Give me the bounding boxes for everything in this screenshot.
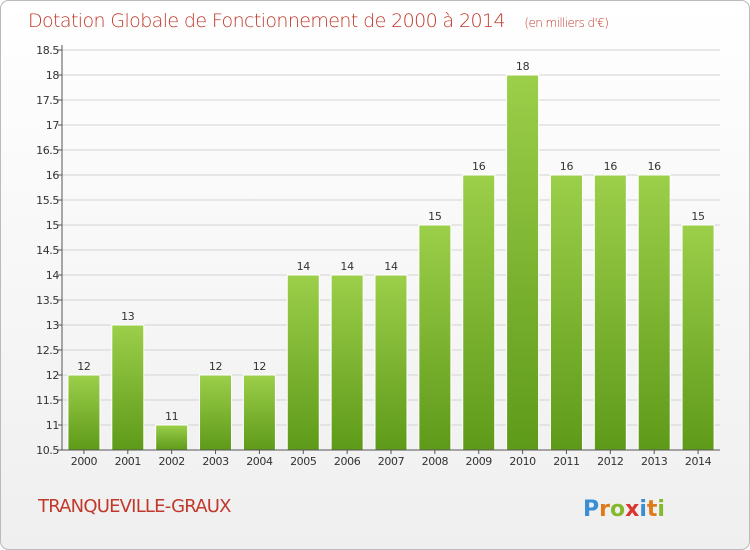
y-tick-label: 16.5 — [36, 144, 59, 157]
bar-2005 — [286, 274, 320, 451]
bar-2007 — [374, 274, 408, 451]
x-tick-label-2006: 2006 — [334, 455, 361, 468]
x-tick-label-2009: 2009 — [466, 455, 493, 468]
x-tick-label-2010: 2010 — [509, 455, 536, 468]
brand-letter: i — [657, 497, 665, 522]
bar-2000 — [67, 374, 101, 451]
y-tick-label: 17.5 — [36, 94, 59, 107]
y-tick-label: 11 — [46, 419, 59, 432]
x-tick-label-2013: 2013 — [641, 455, 668, 468]
data-label-2008: 15 — [428, 210, 442, 223]
chart-subtitle: (en milliers d'€) — [524, 16, 608, 30]
data-label-2003: 12 — [209, 360, 222, 373]
x-tick-label-2000: 2000 — [71, 455, 98, 468]
x-tick-label-2003: 2003 — [202, 455, 229, 468]
y-tick-label: 16 — [46, 169, 60, 182]
data-label-2002: 11 — [165, 410, 178, 423]
bar-2011 — [549, 174, 583, 451]
x-axis-ticks: 2000 2001 2002 2003 2004 2005 2006 2007 2008 2009… — [71, 450, 712, 468]
data-label-2004: 12 — [253, 360, 266, 373]
x-tick-label-2008: 2008 — [422, 455, 449, 468]
x-tick-label-2007: 2007 — [378, 455, 405, 468]
y-tick-label: 12 — [46, 369, 59, 382]
brand-letter: i — [639, 497, 647, 522]
y-tick-label: 17 — [46, 119, 60, 132]
x-tick-label-2001: 2001 — [115, 455, 141, 468]
data-label-2011: 16 — [560, 160, 574, 173]
chart-title-main: Dotation Globale de Fonctionnement de 20… — [28, 10, 505, 32]
y-tick-label: 15 — [46, 219, 60, 232]
x-tick-label-2005: 2005 — [290, 455, 317, 468]
axes — [61, 45, 720, 451]
data-label-2000: 12 — [77, 360, 90, 373]
x-tick-label-2002: 2002 — [158, 455, 184, 468]
data-label-2007: 14 — [384, 260, 398, 273]
y-tick-label: 12.5 — [36, 344, 59, 357]
y-tick-label: 13 — [46, 319, 60, 332]
bar-2009 — [462, 174, 496, 451]
brand-letter: r — [599, 497, 610, 522]
bar-2004 — [242, 374, 276, 451]
bar-2002 — [155, 424, 189, 451]
y-tick-label: 14 — [46, 269, 60, 282]
brand-logo: Proxiti — [583, 497, 665, 522]
x-tick-label-2014: 2014 — [685, 455, 712, 468]
y-tick-label: 15.5 — [36, 194, 59, 207]
brand-letter: P — [583, 497, 599, 522]
data-label-2014: 15 — [691, 210, 705, 223]
data-label-2012: 16 — [604, 160, 618, 173]
data-label-2001: 13 — [121, 310, 135, 323]
data-label-2013: 16 — [647, 160, 661, 173]
bar-2012 — [593, 174, 627, 451]
bar-2001 — [111, 324, 145, 451]
data-label-2005: 14 — [297, 260, 311, 273]
y-axis-ticks: 10.5 11 11.5 12 12.5 13 13.5 14 14.5 15 15.5 16 16.5… — [36, 44, 62, 457]
data-label-2010: 18 — [516, 60, 530, 73]
place-name: TRANQUEVILLE-GRAUX — [37, 496, 231, 517]
bar-2003 — [199, 374, 233, 451]
y-tick-label: 11.5 — [36, 394, 59, 407]
brand-letter: t — [647, 497, 658, 522]
y-tick-label: 18 — [46, 69, 60, 82]
brand-letter: x — [625, 497, 639, 522]
x-tick-label-2004: 2004 — [246, 455, 273, 468]
chart-title: Dotation Globale de Fonctionnement de 20… — [28, 10, 608, 32]
y-tick-label: 14.5 — [36, 244, 59, 257]
bar-2006 — [330, 274, 364, 451]
data-label-2009: 16 — [472, 160, 486, 173]
x-tick-label-2012: 2012 — [597, 455, 623, 468]
bar-2013 — [637, 174, 671, 451]
y-tick-label: 13.5 — [36, 294, 59, 307]
bar-2010 — [506, 74, 540, 451]
bar-2014 — [681, 224, 715, 451]
bars — [67, 74, 715, 451]
x-tick-label-2011: 2011 — [553, 455, 579, 468]
brand-letter: o — [610, 497, 625, 522]
data-labels: 12 13 11 12 12 14 14 14 15 16 18 16 16 16 15 — [77, 60, 705, 423]
y-tick-label: 10.5 — [36, 444, 59, 457]
y-tick-label: 18.5 — [36, 44, 59, 57]
data-label-2006: 14 — [340, 260, 354, 273]
bar-2008 — [418, 224, 452, 451]
